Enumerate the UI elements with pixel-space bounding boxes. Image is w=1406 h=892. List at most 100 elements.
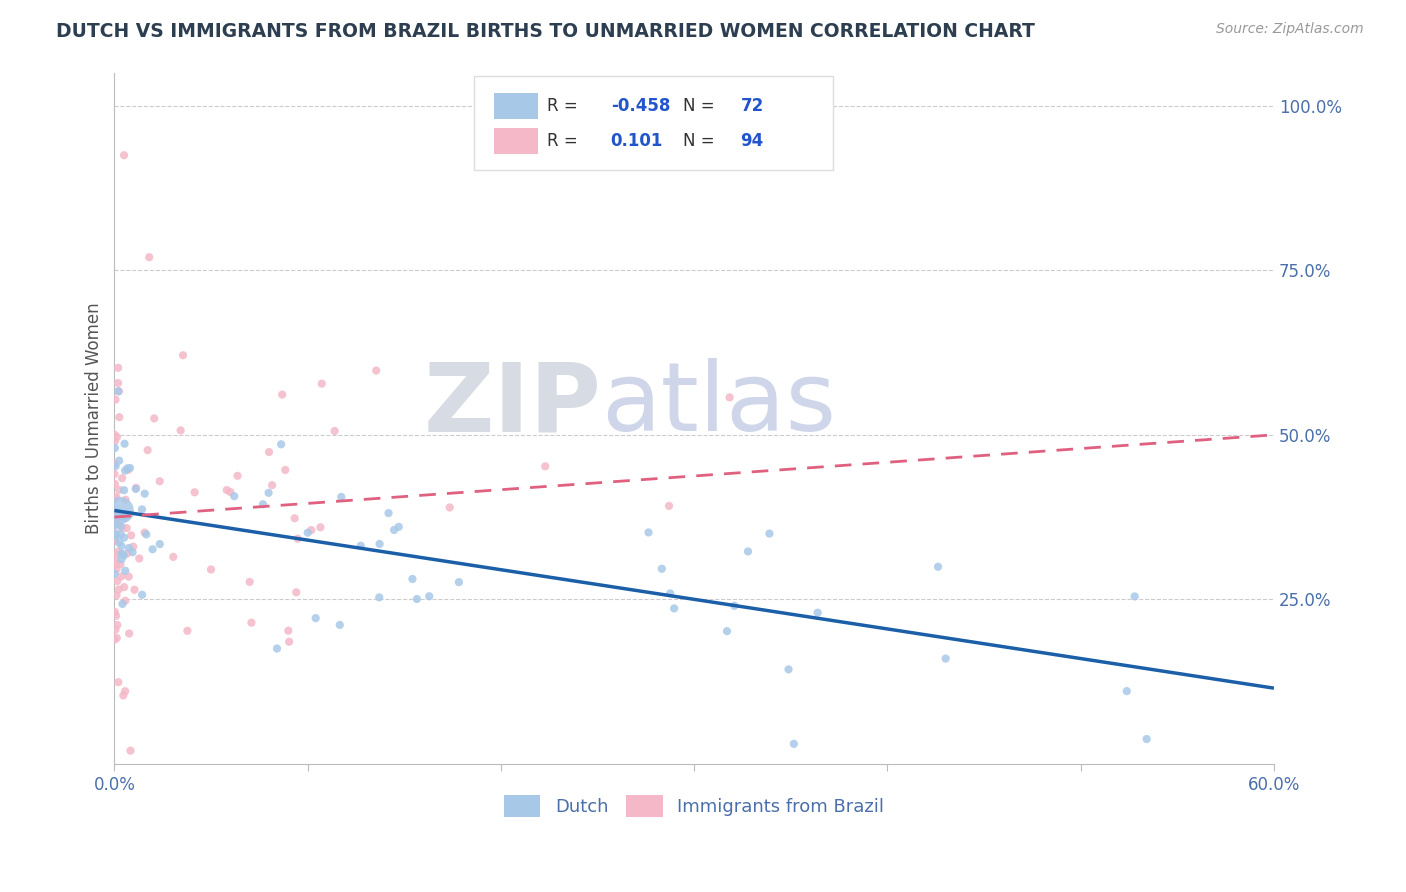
Point [117,461,139,475]
Point [108,410,131,425]
Text: 94: 94 [741,132,763,150]
Point [114,510,136,524]
Point [637,525,659,540]
Point [224,489,246,503]
Point [309,520,332,534]
Point [284,511,307,525]
Point [377,506,399,520]
Point [311,376,333,391]
Legend: Dutch, Immigrants from Brazil: Dutch, Immigrants from Brazil [498,788,891,824]
Point [108,508,131,523]
Point [105,529,128,543]
Point [112,580,135,594]
Point [104,427,127,442]
Point [104,566,127,581]
Point [105,490,128,504]
Point [447,575,470,590]
Point [110,558,132,572]
Point [131,588,153,602]
Point [252,497,274,511]
Text: atlas: atlas [602,358,837,451]
Point [125,481,148,495]
Point [927,559,949,574]
Point [104,505,127,519]
Point [239,574,262,589]
Point [718,391,741,405]
Point [107,582,129,597]
Y-axis label: Births to Unmarried Women: Births to Unmarried Women [86,302,103,534]
Point [807,606,830,620]
Point [104,526,127,541]
Point [368,591,391,605]
Point [935,651,957,665]
Point [104,441,127,455]
Point [125,482,148,496]
Point [287,532,309,546]
Point [105,511,128,525]
Point [111,471,134,485]
Point [110,569,132,583]
Point [285,585,308,599]
Point [149,475,172,489]
Point [783,737,806,751]
Point [401,572,423,586]
Point [118,626,141,640]
Point [418,589,440,603]
Point [388,520,411,534]
Point [737,544,759,558]
Point [103,457,125,471]
Point [240,615,263,630]
Point [108,453,131,467]
Point [111,521,134,535]
Point [142,542,165,557]
Point [103,632,125,647]
Point [172,348,194,362]
Point [114,684,136,698]
Point [108,483,131,497]
Point [105,618,128,632]
Point [716,624,738,639]
Point [262,478,284,492]
Bar [494,93,537,120]
Point [117,546,139,560]
Point [105,557,128,571]
Point [104,547,127,561]
Text: Source: ZipAtlas.com: Source: ZipAtlas.com [1216,22,1364,37]
Point [277,624,299,638]
Point [112,148,135,162]
Point [107,384,129,399]
Point [111,547,134,561]
Point [112,510,135,524]
Text: ZIP: ZIP [423,358,602,451]
Point [723,599,745,613]
Point [183,485,205,500]
Point [118,461,141,475]
Point [108,503,131,517]
Point [112,531,135,545]
Bar [494,128,537,153]
Point [105,588,128,602]
Point [176,624,198,638]
Point [112,689,135,703]
Point [1136,732,1159,747]
Point [299,523,322,537]
Point [534,459,557,474]
Point [108,535,131,549]
Point [330,490,353,504]
Text: 0.101: 0.101 [610,132,664,150]
Point [651,562,673,576]
Point [107,544,129,558]
Point [118,541,141,555]
Point [778,662,800,676]
Point [143,411,166,425]
Point [121,545,143,559]
Text: R =: R = [547,97,583,115]
Point [115,521,138,535]
Point [104,434,127,448]
Point [366,363,388,377]
Point [105,528,128,542]
Point [112,483,135,498]
Point [439,500,461,515]
Point [104,518,127,533]
Point [110,539,132,553]
